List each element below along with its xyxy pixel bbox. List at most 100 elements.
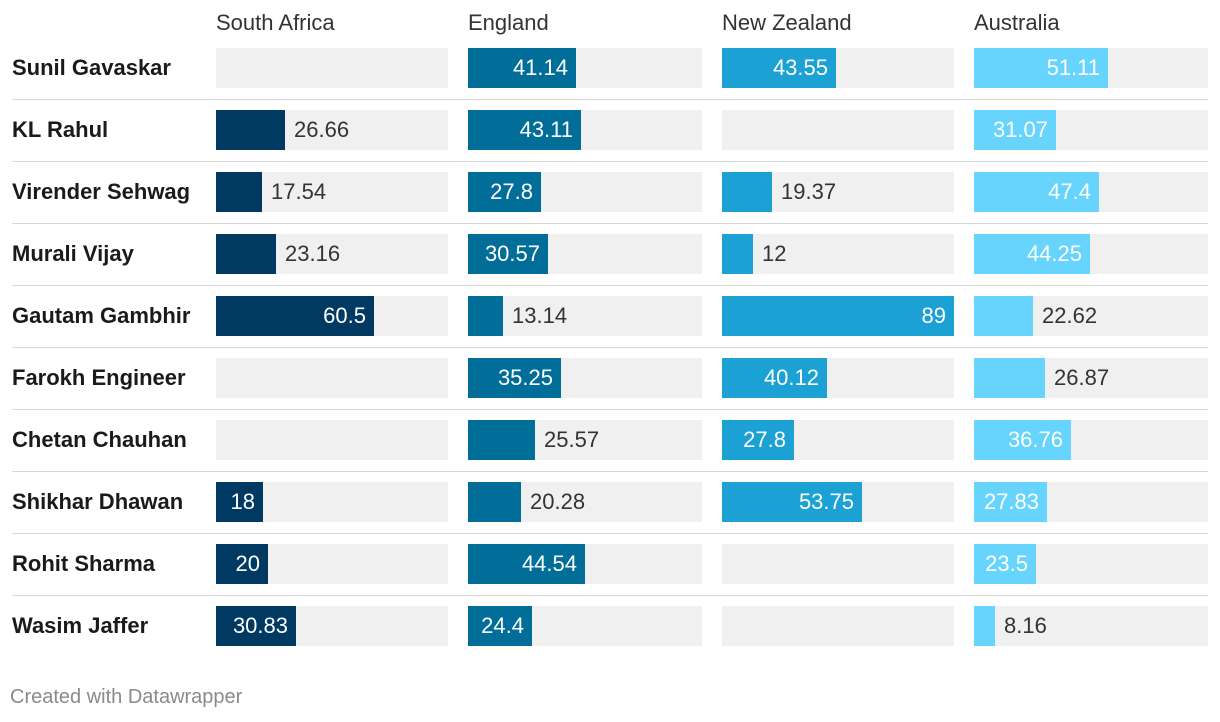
row-label-gautam-gambhir: Gautam Gambhir bbox=[12, 303, 191, 328]
bar-kl-rahul-australia bbox=[974, 110, 1056, 150]
bar-track-south-africa: 17.54 bbox=[216, 172, 448, 212]
column-header-new-zealand: New Zealand bbox=[722, 10, 852, 35]
bar-track-england: 27.8 bbox=[468, 172, 702, 212]
bar-track-new-zealand: 89 bbox=[722, 296, 954, 336]
bar-track-england: 30.57 bbox=[468, 234, 702, 274]
bar-track-south-africa bbox=[216, 48, 448, 88]
row-label-murali-vijay: Murali Vijay bbox=[12, 241, 134, 266]
bar-sunil-gavaskar-new-zealand bbox=[722, 48, 836, 88]
bar-track-new-zealand: 40.12 bbox=[722, 358, 954, 398]
row-label-kl-rahul: KL Rahul bbox=[12, 117, 109, 142]
bar-track-new-zealand: 27.8 bbox=[722, 420, 954, 460]
bar-virender-sehwag-south-africa bbox=[216, 172, 262, 212]
data-label: 31.07 bbox=[992, 117, 1048, 142]
bar-track-australia: 47.4 bbox=[974, 172, 1208, 212]
data-label: 30.57 bbox=[484, 241, 540, 266]
bar-chetan-chauhan-england bbox=[468, 420, 535, 460]
row-divider bbox=[12, 347, 1208, 348]
bar-kl-rahul-south-africa bbox=[216, 110, 285, 150]
row-divider bbox=[12, 161, 1208, 162]
data-label: 36.76 bbox=[1007, 427, 1063, 452]
data-label: 60.5 bbox=[323, 303, 366, 328]
bar-track-new-zealand bbox=[722, 606, 954, 646]
bar-kl-rahul-england bbox=[468, 110, 581, 150]
row-label-wasim-jaffer: Wasim Jaffer bbox=[12, 613, 149, 638]
bar-chetan-chauhan-new-zealand bbox=[722, 420, 794, 460]
bar-track-south-africa bbox=[216, 420, 448, 460]
data-label: 89 bbox=[921, 303, 946, 328]
bar-track-australia: 8.16 bbox=[974, 606, 1208, 646]
data-label: 43.55 bbox=[772, 55, 828, 80]
bar-track-australia: 44.25 bbox=[974, 234, 1208, 274]
row-label-virender-sehwag: Virender Sehwag bbox=[12, 179, 191, 204]
row-divider bbox=[12, 99, 1208, 100]
bar-gautam-gambhir-south-africa bbox=[216, 296, 374, 336]
bar-wasim-jaffer-england bbox=[468, 606, 532, 646]
data-label: 19.37 bbox=[781, 179, 837, 204]
bar-gautam-gambhir-england bbox=[468, 296, 503, 336]
bar-sunil-gavaskar-australia bbox=[974, 48, 1108, 88]
bar-track-south-africa: 26.66 bbox=[216, 110, 448, 150]
bar-track-australia: 26.87 bbox=[974, 358, 1208, 398]
bar-track-new-zealand bbox=[722, 110, 954, 150]
bar-shikhar-dhawan-australia bbox=[974, 482, 1047, 522]
bar-track-new-zealand bbox=[722, 544, 954, 584]
data-label: 8.16 bbox=[1004, 613, 1047, 638]
bar-track-south-africa: 18 bbox=[216, 482, 448, 522]
bar-track-australia: 36.76 bbox=[974, 420, 1208, 460]
bar-track-england: 41.14 bbox=[468, 48, 702, 88]
bar-murali-vijay-england bbox=[468, 234, 548, 274]
bar-track-england: 20.28 bbox=[468, 482, 702, 522]
bar-farokh-engineer-australia bbox=[974, 358, 1045, 398]
row-divider bbox=[12, 223, 1208, 224]
bar-murali-vijay-south-africa bbox=[216, 234, 276, 274]
row-label-rohit-sharma: Rohit Sharma bbox=[12, 551, 156, 576]
data-label: 44.54 bbox=[521, 551, 577, 576]
bar-murali-vijay-new-zealand bbox=[722, 234, 753, 274]
data-label: 24.4 bbox=[481, 613, 524, 638]
bar-track-england: 24.4 bbox=[468, 606, 702, 646]
bar-farokh-engineer-england bbox=[468, 358, 561, 398]
bar-shikhar-dhawan-south-africa bbox=[216, 482, 263, 522]
data-label: 20.28 bbox=[530, 489, 586, 514]
data-label: 44.25 bbox=[1026, 241, 1082, 266]
bar-track-england: 25.57 bbox=[468, 420, 702, 460]
data-label: 26.87 bbox=[1054, 365, 1110, 390]
bar-virender-sehwag-australia bbox=[974, 172, 1099, 212]
bar-sunil-gavaskar-england bbox=[468, 48, 576, 88]
bar-gautam-gambhir-australia bbox=[974, 296, 1033, 336]
bar-track-australia: 31.07 bbox=[974, 110, 1208, 150]
data-label: 20 bbox=[235, 551, 260, 576]
bar-track-south-africa: 60.5 bbox=[216, 296, 448, 336]
bar-track-new-zealand: 53.75 bbox=[722, 482, 954, 522]
row-label-sunil-gavaskar: Sunil Gavaskar bbox=[12, 55, 171, 80]
data-label: 53.75 bbox=[798, 489, 854, 514]
bar-murali-vijay-australia bbox=[974, 234, 1090, 274]
data-label: 18 bbox=[230, 489, 255, 514]
credit-text: Created with Datawrapper bbox=[10, 686, 243, 708]
row-divider bbox=[12, 409, 1208, 410]
bar-track-new-zealand: 12 bbox=[722, 234, 954, 274]
row-divider bbox=[12, 533, 1208, 534]
row-divider bbox=[12, 471, 1208, 472]
data-label: 25.57 bbox=[544, 427, 600, 452]
data-label: 51.11 bbox=[1046, 55, 1100, 80]
row-label-farokh-engineer: Farokh Engineer bbox=[12, 365, 186, 390]
data-label: 41.14 bbox=[512, 55, 568, 80]
data-label: 17.54 bbox=[271, 179, 327, 204]
data-label: 35.25 bbox=[497, 365, 553, 390]
bar-virender-sehwag-england bbox=[468, 172, 541, 212]
row-divider bbox=[12, 285, 1208, 286]
column-header-england: England bbox=[468, 10, 549, 35]
row-label-shikhar-dhawan: Shikhar Dhawan bbox=[12, 489, 184, 514]
bar-track-australia: 23.5 bbox=[974, 544, 1208, 584]
bar-track-south-africa: 20 bbox=[216, 544, 448, 584]
data-label: 27.8 bbox=[490, 179, 533, 204]
data-label: 12 bbox=[762, 241, 787, 266]
bar-track-australia: 22.62 bbox=[974, 296, 1208, 336]
column-header-australia: Australia bbox=[974, 10, 1060, 35]
chart: South Africa England New Zealand Australia S… bbox=[12, 10, 1208, 646]
bar-wasim-jaffer-australia bbox=[974, 606, 995, 646]
bar-track-england: 43.11 bbox=[468, 110, 702, 150]
bar-rohit-sharma-south-africa bbox=[216, 544, 268, 584]
